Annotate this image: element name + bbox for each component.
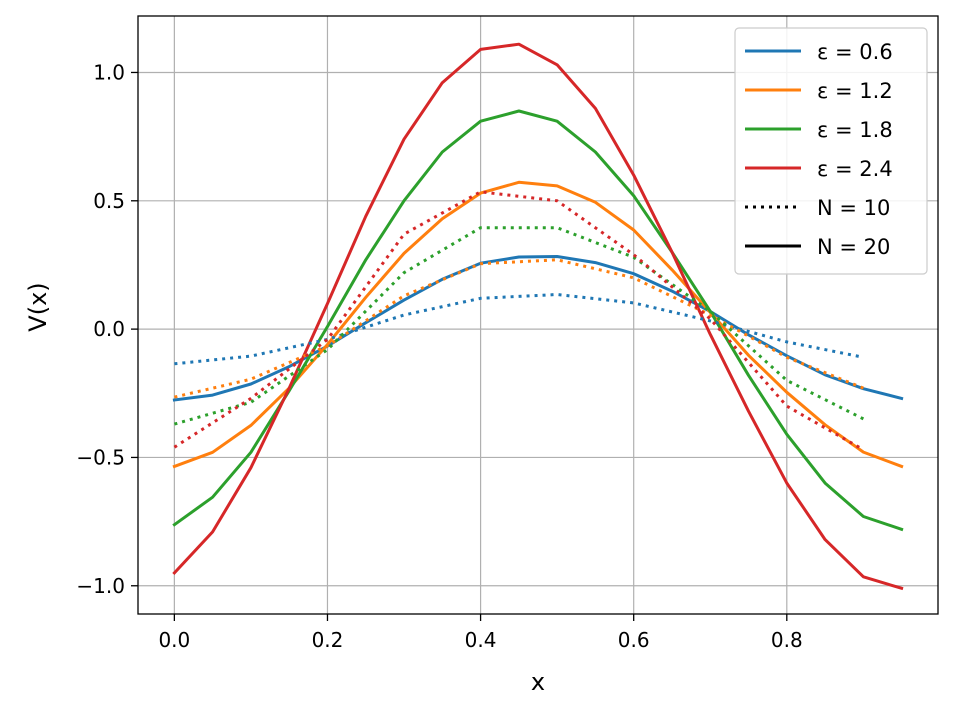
series-line-eps-1-8-n10-dotted bbox=[173, 226, 865, 426]
series-line-eps-0-6-n10-dotted bbox=[174, 293, 864, 366]
x-tick-label: 0.8 bbox=[771, 628, 803, 652]
ticks: 0.0 0.2 0.4 0.6 0.8 −1.0 −0.5 0.0 0.5 1.0 bbox=[76, 60, 802, 652]
legend-label: N = 10 bbox=[817, 196, 890, 220]
legend: ε = 0.6 ε = 1.2 ε = 1.8 ε = 2.4 N = 10 N = 20 bbox=[734, 27, 928, 275]
x-axis-label: x bbox=[531, 668, 545, 696]
x-tick-label: 0.0 bbox=[158, 628, 190, 652]
series-layer bbox=[172, 42, 904, 591]
x-tick-label: 0.2 bbox=[312, 628, 344, 652]
y-tick-label: −0.5 bbox=[76, 445, 125, 469]
x-tick-label: 0.4 bbox=[465, 628, 497, 652]
y-axis-label: V(x) bbox=[24, 282, 52, 331]
plot-frame bbox=[137, 15, 939, 615]
y-tick-label: 0.5 bbox=[93, 189, 125, 213]
legend-label: ε = 2.4 bbox=[817, 157, 893, 181]
legend-label: N = 20 bbox=[817, 235, 890, 259]
series-line-eps-1-8-n20-solid bbox=[172, 109, 904, 532]
legend-label: ε = 1.8 bbox=[817, 118, 893, 142]
series-line-eps-1-2-n10-dotted bbox=[174, 258, 864, 399]
legend-label: ε = 1.2 bbox=[817, 79, 893, 103]
series-line-eps-0-6-n20-solid bbox=[172, 255, 904, 402]
x-tick-label: 0.6 bbox=[618, 628, 650, 652]
y-tick-label: 1.0 bbox=[93, 60, 125, 84]
y-tick-label: −1.0 bbox=[76, 574, 125, 598]
legend-label: ε = 0.6 bbox=[817, 40, 893, 64]
y-tick-label: 0.0 bbox=[93, 317, 125, 341]
series-line-eps-2-4-n20-solid bbox=[172, 42, 904, 591]
